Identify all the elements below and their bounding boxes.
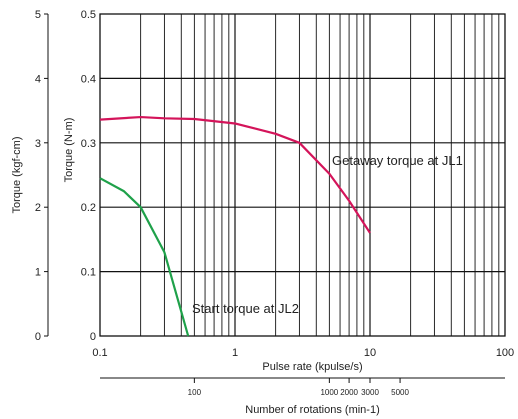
- y-axis-title: Torque (N-m): [63, 118, 75, 183]
- y-tick-label: 0.5: [81, 9, 96, 21]
- x-tick-label: 0.1: [92, 347, 107, 359]
- rotation-tick-label: 100: [188, 388, 202, 397]
- y-tick-label: 0.1: [81, 267, 96, 279]
- rotation-tick-label: 3000: [361, 388, 379, 397]
- y-tick-label: 0: [90, 331, 96, 343]
- x-tick-label: 1: [232, 347, 238, 359]
- series-line-0: [99, 115, 371, 234]
- y2-tick-label: 2: [35, 202, 41, 214]
- labels-layer: 0 0.1 0.2 0.3 0.4 0.5 0 1 2 3 4 5 Torque (N-m) Torque…: [11, 9, 514, 373]
- rotation-axis: 100 1000 2000 3000 5000 Number of rotations (…: [100, 377, 505, 416]
- y2-axis-title: Torque (kgf-cm): [11, 136, 23, 213]
- y-tick-label: 0.2: [81, 202, 96, 214]
- y-tick-label: 0.3: [81, 138, 96, 150]
- x-tick-label: 100: [496, 347, 514, 359]
- y2-tick-label: 0: [35, 331, 41, 343]
- rotation-tick-label: 2000: [340, 388, 358, 397]
- annotation-start-torque: Start torque at JL2: [192, 301, 299, 316]
- annotation-getaway-torque: Getaway torque at JL1: [332, 153, 463, 168]
- y2-tick-label: 1: [35, 267, 41, 279]
- grid: [100, 14, 505, 336]
- rotation-axis-title: Number of rotations (min-1): [245, 404, 380, 416]
- y2-tick-label: 3: [35, 138, 41, 150]
- rotation-tick-label: 5000: [391, 388, 409, 397]
- y2-tick-label: 5: [35, 9, 41, 21]
- x-tick-label: 10: [364, 347, 376, 359]
- series-layer: [99, 115, 371, 337]
- plot-frame: [99, 13, 506, 337]
- y-tick-label: 0.4: [81, 73, 96, 85]
- y2-tick-label: 4: [35, 73, 41, 85]
- rotation-tick-label: 1000: [320, 388, 338, 397]
- series-line-1: [99, 177, 190, 337]
- x-axis-title: Pulse rate (kpulse/s): [262, 361, 362, 373]
